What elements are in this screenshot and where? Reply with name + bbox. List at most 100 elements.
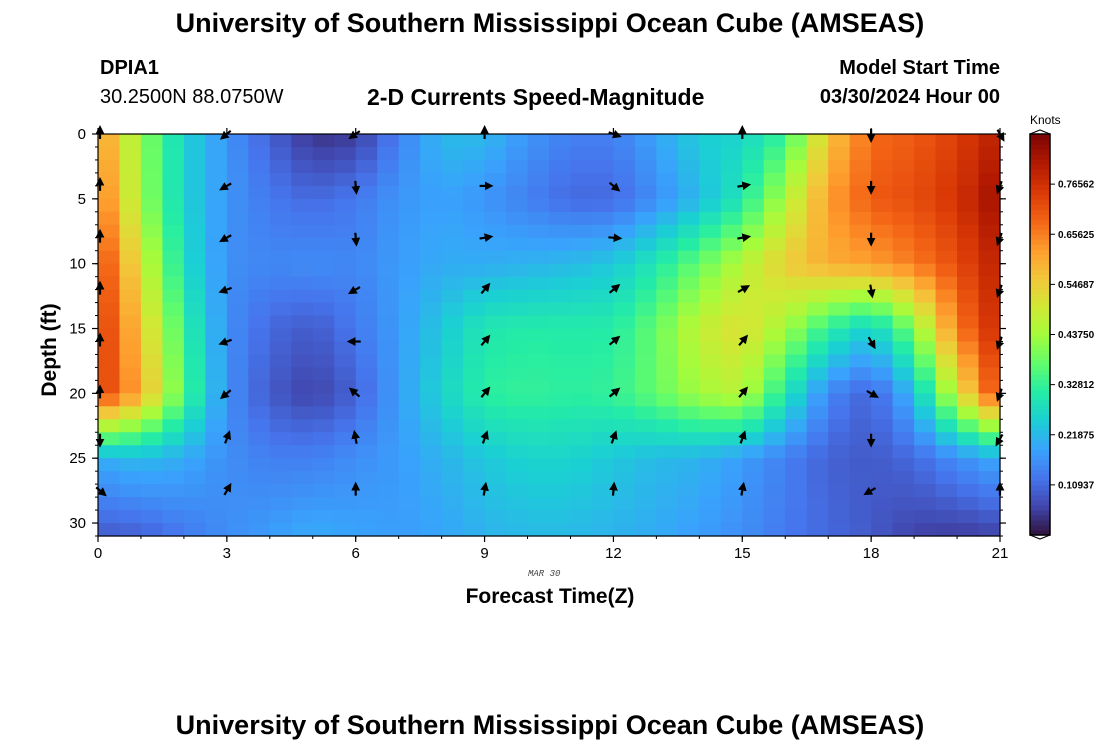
current-vector-arrow: [608, 335, 621, 346]
x-tick-label: 15: [734, 545, 751, 562]
heatmap-cell: [720, 393, 743, 407]
heatmap-cell: [871, 185, 894, 200]
heatmap-cell: [613, 211, 636, 226]
heatmap-cell: [763, 406, 786, 420]
heatmap-cell: [634, 471, 657, 485]
heatmap-cell: [957, 393, 980, 407]
colorbar-segment: [1030, 414, 1050, 421]
heatmap-cell: [677, 302, 700, 317]
current-vector-arrow: [738, 386, 749, 398]
heatmap-cell: [871, 198, 894, 213]
heatmap-cell: [806, 263, 829, 278]
heatmap-cell: [183, 211, 206, 226]
heatmap-cell: [677, 276, 700, 291]
heatmap-cell: [656, 393, 679, 407]
heatmap-cell: [892, 406, 915, 420]
heatmap-cell: [119, 458, 142, 472]
heatmap-cell: [291, 289, 314, 304]
colorbar-segment: [1030, 139, 1050, 145]
heatmap-cell: [935, 497, 958, 511]
heatmap-cell: [355, 172, 378, 187]
heatmap-cell: [377, 146, 400, 161]
heatmap-cell: [806, 484, 829, 498]
heatmap-cell: [806, 471, 829, 485]
heatmap-cell: [742, 367, 765, 381]
heatmap-cell: [162, 484, 185, 498]
heatmap-cell: [806, 134, 829, 148]
heatmap-cell: [441, 497, 464, 511]
colorbar-cap-top: [1029, 129, 1051, 135]
heatmap-cell: [527, 276, 550, 291]
heatmap-cell: [484, 458, 507, 472]
heatmap-cell: [957, 211, 980, 226]
colorbar-segment: [1030, 529, 1050, 536]
heatmap-cell: [140, 237, 164, 252]
colorbar-segment: [1030, 159, 1050, 165]
heatmap-cell: [140, 328, 164, 343]
colorbar-segment: [1030, 474, 1050, 481]
heatmap-cell: [205, 484, 228, 498]
heatmap-cell: [935, 406, 958, 420]
heatmap-cell: [634, 224, 657, 239]
heatmap-cell: [656, 354, 679, 369]
heatmap-cell: [119, 185, 142, 200]
heatmap-cell: [677, 432, 700, 446]
heatmap-cell: [441, 276, 464, 291]
heatmap-cell: [420, 406, 443, 420]
heatmap-cell: [441, 458, 464, 472]
heatmap-cell: [420, 302, 443, 317]
heatmap-cell: [312, 289, 335, 304]
heatmap-cell: [205, 224, 228, 239]
heatmap-cell: [119, 510, 142, 524]
heatmap-cell: [226, 315, 249, 330]
heatmap-cell: [677, 484, 700, 498]
heatmap-cell: [291, 419, 314, 433]
heatmap-cell: [98, 315, 121, 330]
heatmap-cell: [162, 432, 185, 446]
heatmap-cell: [527, 211, 550, 226]
heatmap-cell: [978, 276, 1001, 291]
heatmap-cell: [720, 237, 743, 252]
heatmap-cell: [506, 159, 529, 174]
heatmap-cell: [935, 146, 958, 161]
current-vector-arrow: [608, 129, 622, 139]
heatmap-cell: [312, 471, 335, 485]
heatmap-cell: [591, 289, 615, 304]
heatmap-cell: [269, 367, 292, 381]
heatmap-cell: [763, 198, 786, 213]
heatmap-cell: [98, 419, 121, 433]
heatmap-cell: [613, 172, 636, 187]
heatmap-cell: [978, 341, 1001, 356]
heatmap-cell: [742, 185, 765, 200]
heatmap-cell: [398, 432, 421, 446]
heatmap-cell: [570, 354, 593, 369]
heatmap-cell: [785, 380, 808, 394]
heatmap-cell: [140, 445, 164, 459]
heatmap-cell: [162, 380, 185, 394]
heatmap-cell: [355, 263, 378, 278]
heatmap-cell: [742, 458, 765, 472]
heatmap-cell: [205, 146, 228, 161]
heatmap-cell: [506, 134, 529, 148]
heatmap-cell: [677, 146, 700, 161]
heatmap-cell: [570, 380, 593, 394]
heatmap-cell: [591, 224, 615, 239]
station-coordinates: 30.2500N 88.0750W: [100, 86, 284, 108]
heatmap-cell: [291, 406, 314, 420]
heatmap-cell: [140, 263, 164, 278]
heatmap-cell: [441, 367, 464, 381]
heatmap-cell: [441, 354, 464, 369]
heatmap-cell: [355, 211, 378, 226]
heatmap-cell: [828, 263, 851, 278]
heatmap-cell: [98, 510, 121, 524]
heatmap-cell: [828, 354, 851, 369]
heatmap-cell: [570, 406, 593, 420]
heatmap-cell: [914, 406, 937, 420]
heatmap-cell: [463, 445, 486, 459]
heatmap-cell: [591, 146, 615, 161]
heatmap-cell: [377, 484, 400, 498]
heatmap-cell: [312, 445, 335, 459]
heatmap-cell: [140, 302, 164, 317]
colorbar-segment: [1030, 199, 1050, 205]
heatmap-cell: [463, 406, 486, 420]
